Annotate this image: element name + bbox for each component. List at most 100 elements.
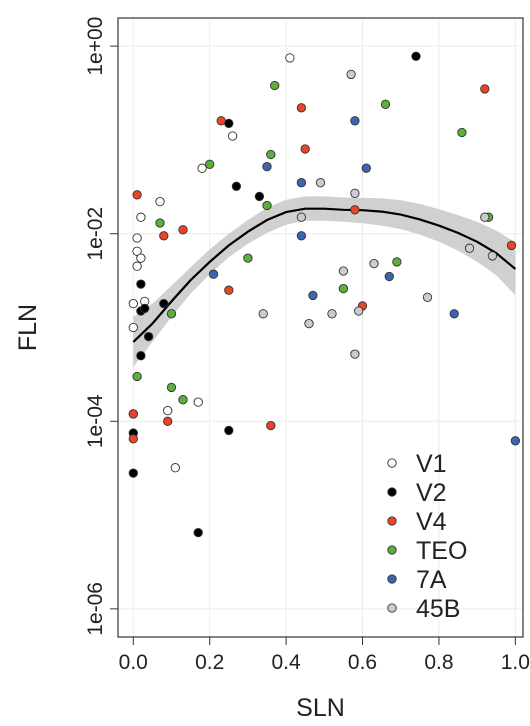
data-point-v4 [350,205,360,215]
legend-marker-45b [387,603,397,613]
x-tick-label: 0.2 [195,651,224,674]
y-tick-label: 1e+00 [84,17,107,76]
legend-label-teo: TEO [416,537,467,565]
legend-label-7a: 7A [416,566,447,594]
data-point-v1 [128,322,138,333]
data-point-7a [384,271,394,282]
data-point-45b [315,178,326,188]
data-point-teo [262,200,272,211]
smooth-line-layer [132,207,517,343]
legend-marker-v1 [387,458,397,468]
data-point-v2 [128,468,138,478]
data-point-7a [308,290,318,301]
data-point-45b [346,69,356,80]
data-point-v4 [480,84,490,94]
data-point-teo [155,218,165,228]
data-point-v2 [411,51,421,61]
data-point-v1 [163,405,173,416]
data-point-v1 [132,233,142,243]
data-point-45b [304,318,314,329]
data-point-v1 [136,253,146,263]
data-point-teo [266,149,276,160]
data-point-v1 [170,463,180,473]
data-point-v1 [128,298,138,309]
data-point-v4 [216,116,226,126]
data-point-teo [380,99,391,109]
legend-marker-v2 [387,487,397,497]
x-axis: 0.0 0.2 0.4 0.6 0.8 1.0 [119,637,530,674]
data-point-45b [354,306,364,316]
data-point-v2 [254,191,265,202]
data-point-v2 [231,181,242,191]
data-point-45b [338,266,349,276]
data-point-v2 [143,331,154,342]
data-point-v4 [128,409,138,419]
data-point-v4 [266,420,276,431]
data-point-v4 [132,190,142,200]
data-point-45b [296,212,307,222]
data-point-teo [178,395,188,405]
data-point-v2 [136,279,146,289]
data-point-45b [258,309,268,319]
legend-label-v2: V2 [416,479,447,507]
data-point-45b [464,243,475,253]
data-point-7a [296,231,307,241]
data-point-7a [510,436,521,446]
data-point-v4 [178,225,188,235]
data-point-v1 [285,53,295,63]
data-point-7a [262,161,272,172]
legend-label-45b: 45B [416,595,460,623]
data-point-7a [361,163,371,173]
data-point-v1 [155,196,165,207]
data-point-v4 [224,285,234,295]
data-point-v1 [227,131,238,141]
data-point-v2 [140,303,150,314]
data-point-v2 [159,298,169,309]
data-point-teo [205,159,215,169]
legend-marker-7a [387,574,397,584]
data-point-v1 [193,397,203,407]
data-point-45b [327,309,337,319]
data-point-teo [132,371,142,382]
data-point-v1 [132,261,142,271]
data-point-7a [208,269,219,279]
data-point-teo [243,253,253,263]
y-tick-label: 1e-02 [84,207,107,261]
data-point-v4 [159,231,169,241]
data-point-teo [166,382,177,393]
data-point-v2 [224,118,234,129]
data-point-v4 [506,240,517,251]
x-axis-title: SLN [296,694,345,722]
data-point-teo [338,283,349,294]
y-tick-label: 1e-04 [84,394,107,448]
data-point-v4 [300,144,310,154]
data-point-v2 [136,351,146,361]
legend-label-v1: V1 [416,450,447,478]
data-point-v4 [163,416,173,426]
data-point-v2 [193,527,203,538]
smooth-fit-line [132,207,517,343]
data-point-v2 [224,425,234,436]
data-point-v4 [296,103,307,113]
data-point-45b [487,251,498,261]
y-tick-label: 1e-06 [84,582,107,636]
data-point-45b [369,258,379,269]
data-points [128,51,521,538]
confidence-band-layer [133,196,516,367]
grid [118,18,523,637]
data-point-45b [350,349,360,359]
y-axis-title: FLN [14,304,42,351]
data-point-45b [350,188,360,198]
x-tick-label: 0.4 [272,651,302,674]
data-point-7a [350,116,360,126]
legend-label-v4: V4 [416,508,447,536]
legend-marker-teo [387,545,397,555]
x-tick-label: 1.0 [501,651,530,674]
data-point-v4 [128,434,138,444]
x-tick-label: 0.6 [348,651,377,674]
data-point-v1 [136,212,146,222]
data-point-45b [422,292,433,302]
data-point-7a [296,178,307,188]
